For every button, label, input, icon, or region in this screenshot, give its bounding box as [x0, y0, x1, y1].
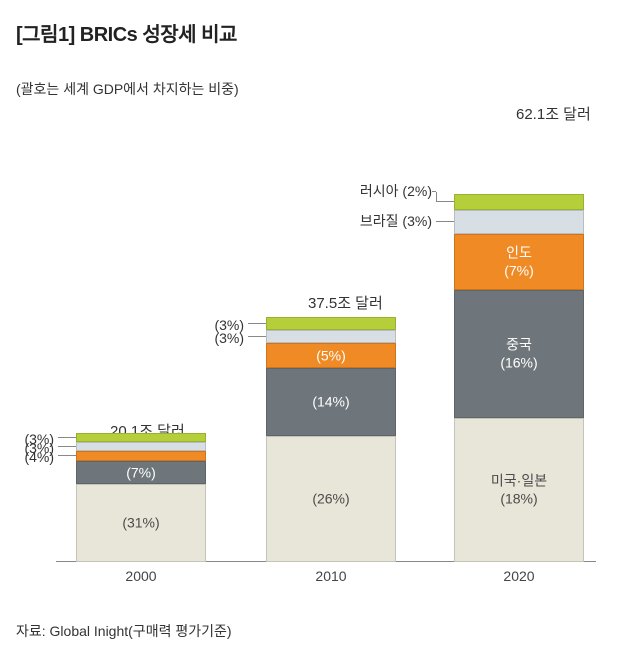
segment-label: 중국(16%)	[500, 337, 537, 372]
segment-label: (14%)	[312, 393, 349, 411]
bar-segment-us_japan: (26%)	[266, 436, 396, 562]
bar-segment-russia	[76, 433, 206, 442]
segment-label: (31%)	[122, 514, 159, 532]
callout-leader	[248, 323, 266, 324]
bar-segment-_blank	[454, 118, 584, 194]
x-tick-label: 2000	[125, 568, 156, 584]
bar-segment-china: (7%)	[76, 461, 206, 484]
callout-leader	[58, 446, 76, 447]
callout-leader	[58, 437, 76, 438]
segment-label: (7%)	[126, 464, 156, 482]
bar-segment-us_japan: 미국·일본(18%)	[454, 418, 584, 562]
bar-segment-brazil	[76, 442, 206, 451]
chart-source: 자료: Global Inight(구매력 평가기준)	[16, 621, 232, 641]
callout-leader	[436, 201, 454, 202]
segment-label: 미국·일본(18%)	[491, 473, 547, 508]
bar-segment-india: (5%)	[266, 343, 396, 368]
chart-title: [그림1] BRICs 성장세 비교	[16, 18, 624, 47]
bar-segment-india	[76, 451, 206, 461]
segment-label: 인도(7%)	[504, 245, 534, 280]
chart-area: (4%)(3%)(3%)20.1조 달러(31%)(7%)2000(3%)(3%…	[16, 81, 624, 586]
bar-segment-china: (14%)	[266, 368, 396, 436]
callout-leader	[58, 455, 76, 456]
segment-label: (26%)	[312, 490, 349, 508]
x-tick-label: 2010	[315, 568, 346, 584]
callout-leader	[436, 221, 454, 222]
bar-segment-brazil	[266, 330, 396, 343]
callout-leader	[248, 336, 266, 337]
bar-segment-china: 중국(16%)	[454, 290, 584, 418]
callout-label: (3%)	[214, 317, 244, 333]
bar-segment-india: 인도(7%)	[454, 234, 584, 290]
bar-segment-us_japan: (31%)	[76, 484, 206, 562]
callout-label: 러시아 (2%)	[360, 181, 432, 201]
callout-leader	[432, 191, 436, 192]
bar-segment-russia	[454, 194, 584, 210]
bar-total-label: 37.5조 달러	[308, 292, 383, 313]
x-tick-label: 2020	[503, 568, 534, 584]
callout-leader	[436, 192, 437, 202]
segment-label: (5%)	[316, 347, 346, 365]
callout-label: (3%)	[24, 431, 54, 447]
callout-label: 브라질 (3%)	[360, 211, 432, 231]
bar-segment-russia	[266, 317, 396, 330]
bar-segment-brazil	[454, 210, 584, 234]
